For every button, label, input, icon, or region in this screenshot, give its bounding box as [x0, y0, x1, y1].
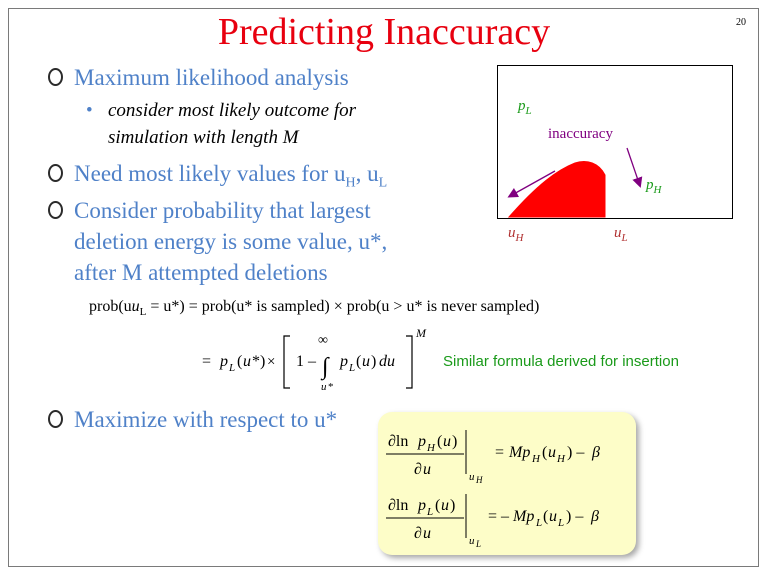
- svg-text:Mp: Mp: [512, 508, 534, 525]
- svg-text:u: u: [469, 471, 475, 483]
- bullet-2-text: Need most likely values for uH, uL: [74, 161, 388, 191]
- svg-text:H: H: [556, 453, 566, 465]
- integral-equation: = p L ( u *) × 1 – ∞ ∫ u * p L ( u ) du …: [202, 328, 427, 393]
- svg-text:L: L: [348, 362, 355, 374]
- sub-bullet-line-1: consider most likely outcome for: [108, 100, 357, 121]
- arrow-to-pH: [626, 147, 643, 188]
- svg-text:H: H: [426, 442, 436, 454]
- svg-text:u: u: [362, 353, 370, 370]
- svg-text:(: (: [543, 508, 548, 525]
- svg-text:u: u: [549, 508, 557, 525]
- svg-text:∞: ∞: [318, 333, 328, 348]
- bullet-3: Consider probability that largest deletio…: [48, 195, 387, 288]
- inaccuracy-region: [507, 161, 606, 218]
- arrow-to-uH: [507, 170, 556, 198]
- svg-text:p: p: [417, 433, 426, 450]
- svg-text:p: p: [219, 353, 228, 370]
- svg-text:*: *: [328, 381, 334, 393]
- bullet-4-text: Maximize with respect to u*: [74, 407, 338, 432]
- bullet-2: Need most likely values for uH, uL: [48, 158, 387, 199]
- svg-text:(: (: [437, 433, 442, 450]
- svg-text:L: L: [426, 506, 433, 518]
- svg-text:(: (: [356, 353, 361, 370]
- svg-text:u: u: [423, 525, 431, 542]
- bullet-3-text: Consider probability that largest deletio…: [74, 198, 388, 285]
- svg-text:L: L: [535, 517, 542, 529]
- svg-text:∂: ∂: [414, 525, 422, 542]
- bullet-ring-icon: [48, 201, 63, 219]
- svg-text:): ): [452, 433, 457, 450]
- svg-text:L: L: [228, 362, 235, 374]
- svg-text:u: u: [441, 497, 449, 514]
- uL-label: uL: [614, 225, 628, 244]
- derivative-equations: ∂ln p H ( u ) ∂ u u H = Mp H ( u H ) – β…: [386, 430, 600, 549]
- svg-text:(: (: [435, 497, 440, 514]
- svg-text:p: p: [417, 497, 426, 514]
- bullet-1: Maximum likelihood analysis: [48, 62, 349, 93]
- svg-text:): ): [450, 497, 455, 514]
- svg-text:) –: ) –: [567, 444, 585, 461]
- svg-text:): ): [371, 353, 376, 370]
- svg-text:L: L: [557, 517, 564, 529]
- svg-text:*): *): [252, 353, 265, 370]
- svg-text:(: (: [542, 444, 547, 461]
- svg-text:p: p: [339, 353, 348, 370]
- bullet-ring-icon: [48, 68, 63, 86]
- svg-text:= –: = –: [488, 508, 510, 525]
- bullet-1-text: Maximum likelihood analysis: [74, 65, 349, 90]
- prob-equation: prob(uuL = u*) = prob(u* is sampled) × p…: [89, 298, 540, 319]
- bullet-ring-icon: [48, 410, 63, 428]
- svg-text:=: =: [495, 444, 504, 461]
- svg-text:×: ×: [267, 354, 275, 370]
- pH-label: pH: [646, 177, 662, 196]
- svg-text:1 –: 1 –: [296, 353, 317, 370]
- svg-text:(: (: [237, 353, 242, 370]
- inaccuracy-label: inaccuracy: [548, 126, 613, 142]
- bullet-ring-icon: [48, 164, 63, 182]
- svg-text:∂ln: ∂ln: [388, 433, 408, 450]
- uH-label: uH: [508, 225, 524, 244]
- svg-text:u: u: [321, 381, 327, 393]
- slide-frame: [8, 8, 759, 567]
- sub-bullet-dot-icon: •: [86, 100, 93, 121]
- svg-text:H: H: [475, 475, 483, 485]
- svg-text:L: L: [475, 539, 481, 549]
- svg-text:u: u: [243, 353, 251, 370]
- svg-text:∂ln: ∂ln: [388, 497, 408, 514]
- svg-text:u: u: [548, 444, 556, 461]
- slide-title: Predicting Inaccuracy: [217, 11, 551, 53]
- svg-text:β: β: [591, 444, 600, 461]
- svg-text:M: M: [415, 328, 427, 340]
- svg-text:∂: ∂: [414, 461, 422, 478]
- sub-bullet: • consider most likely outcome for simul…: [86, 97, 356, 151]
- svg-text:β: β: [590, 508, 599, 525]
- svg-text:du: du: [379, 353, 395, 370]
- distribution-figure: [507, 147, 643, 218]
- svg-text:u: u: [443, 433, 451, 450]
- svg-text:∫: ∫: [320, 354, 330, 381]
- svg-text:H: H: [531, 453, 541, 465]
- svg-text:u: u: [423, 461, 431, 478]
- bullet-4: Maximize with respect to u*: [48, 404, 337, 435]
- equals-pL: =: [202, 353, 211, 370]
- svg-text:Mp: Mp: [508, 444, 530, 461]
- derivative-box: [378, 412, 636, 555]
- svg-text:u: u: [469, 535, 475, 547]
- insertion-note: Similar formula derived for insertion: [443, 353, 679, 370]
- sub-bullet-line-2: simulation with length M: [108, 127, 299, 148]
- page-number: 20: [736, 17, 746, 28]
- svg-text:) –: ) –: [566, 508, 584, 525]
- pL-label: pL: [518, 98, 532, 117]
